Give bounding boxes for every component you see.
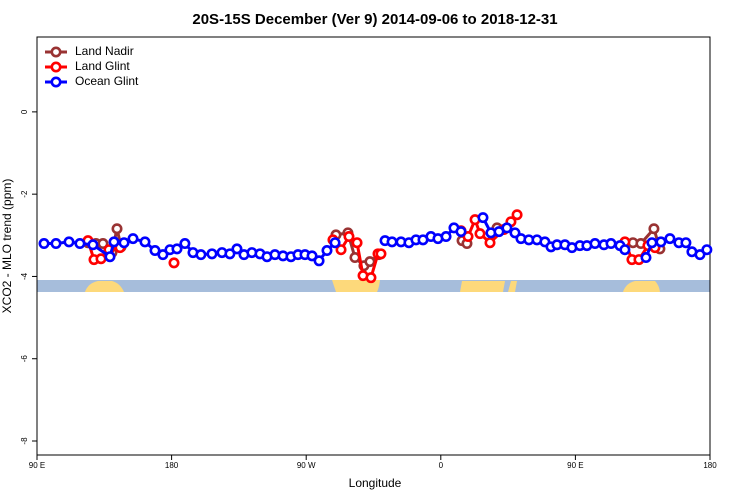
point	[179, 238, 191, 250]
point	[108, 236, 120, 248]
point	[646, 237, 658, 249]
x-tick-label: 0	[439, 461, 444, 470]
x-tick-label: 180	[703, 461, 717, 470]
point	[111, 223, 123, 235]
point	[655, 236, 667, 248]
point	[694, 249, 706, 261]
point	[648, 223, 660, 235]
point	[195, 249, 207, 261]
point	[701, 244, 713, 256]
point	[168, 257, 180, 269]
x-tick-label: 90 W	[297, 461, 316, 470]
point	[224, 248, 236, 260]
land-strip	[332, 280, 380, 292]
point	[484, 237, 496, 249]
point	[306, 250, 318, 262]
point	[206, 248, 218, 260]
y-tick-label: -8	[20, 437, 29, 445]
land-sea-strip	[37, 280, 710, 292]
legend-marker	[50, 61, 62, 73]
point	[97, 238, 109, 250]
point	[386, 236, 398, 248]
point	[50, 238, 62, 250]
point	[364, 256, 376, 268]
point	[511, 209, 523, 221]
point	[171, 243, 183, 255]
point	[501, 222, 513, 234]
chart-title: 20S-15S December (Ver 9) 2014-09-06 to 2…	[192, 11, 557, 28]
point	[455, 226, 467, 238]
point	[313, 255, 325, 267]
point	[104, 251, 116, 263]
point	[375, 248, 387, 260]
point	[474, 228, 486, 240]
point	[335, 244, 347, 256]
point	[664, 233, 676, 245]
point	[74, 238, 86, 250]
point	[38, 238, 50, 250]
land-strip	[85, 281, 124, 292]
point	[619, 244, 631, 256]
legend-label: Land Glint	[75, 59, 130, 73]
y-tick-label: 0	[20, 109, 29, 114]
point	[87, 239, 99, 251]
point	[231, 243, 243, 255]
point	[440, 231, 452, 243]
point	[63, 236, 75, 248]
y-axis-label: XCO2 - MLO trend (ppm)	[0, 179, 14, 314]
point	[139, 236, 151, 248]
point	[640, 252, 652, 264]
point	[605, 238, 617, 250]
point	[343, 231, 355, 243]
legend-marker	[50, 76, 62, 88]
y-tick-label: -4	[20, 272, 29, 280]
point	[462, 231, 474, 243]
legend-label: Land Nadir	[75, 44, 134, 58]
land-strip	[623, 281, 660, 292]
point	[321, 245, 333, 257]
point	[680, 237, 692, 249]
point	[149, 245, 161, 257]
point	[127, 233, 139, 245]
x-axis-label: Longitude	[349, 476, 402, 490]
point	[118, 237, 130, 249]
point	[329, 237, 341, 249]
point	[95, 253, 107, 265]
legend-marker	[50, 46, 62, 58]
point	[589, 238, 601, 250]
point	[157, 249, 169, 261]
y-tick-label: -6	[20, 355, 29, 363]
point	[477, 212, 489, 224]
x-tick-label: 180	[165, 461, 179, 470]
point	[351, 237, 363, 249]
point	[365, 272, 377, 284]
land-strip	[460, 281, 517, 292]
y-tick-label: -2	[20, 190, 29, 198]
x-tick-label: 90 E	[567, 461, 583, 470]
legend-label: Ocean Glint	[75, 74, 139, 88]
x-tick-label: 90 E	[29, 461, 45, 470]
